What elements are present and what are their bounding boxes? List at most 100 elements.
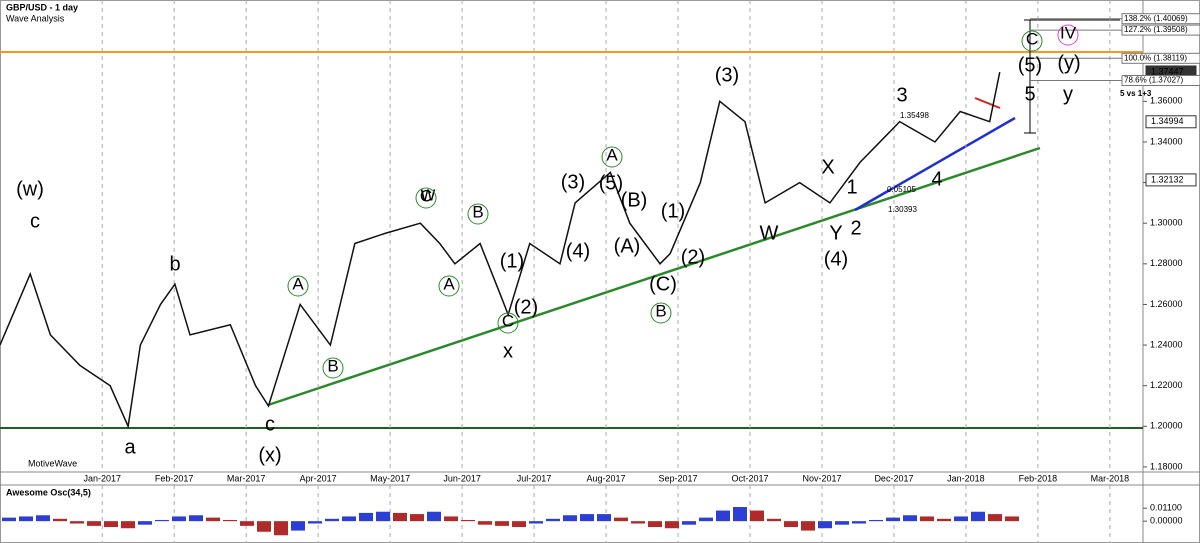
note: 5 vs 1+3 <box>1120 89 1152 98</box>
osc-bar <box>512 521 526 528</box>
osc-bar <box>716 510 730 522</box>
wave-label: A <box>443 274 455 293</box>
x-tick-label: Feb-2017 <box>155 473 194 483</box>
price-marker-label: 1.37447 <box>1151 66 1184 76</box>
wave-label: W <box>760 222 779 244</box>
osc-bar <box>733 507 747 522</box>
wave-label: (2) <box>514 296 538 318</box>
wave-circle <box>497 312 519 334</box>
wave-label: B <box>472 202 483 221</box>
fib-box <box>1121 24 1200 36</box>
osc-bar <box>699 517 713 522</box>
x-tick-label: Apr-2017 <box>300 473 337 483</box>
osc-bar <box>682 521 696 525</box>
x-tick-label: Mar-2017 <box>227 473 266 483</box>
price-marker-label: 1.32132 <box>1151 174 1184 184</box>
osc-bar <box>852 521 866 524</box>
fib-box <box>1121 13 1200 25</box>
x-tick-label: Nov-2017 <box>802 473 841 483</box>
fib-label: 138.2% (1.40069) <box>1124 14 1188 23</box>
wave-label: (w) <box>16 178 44 200</box>
wave-label: (B) <box>621 189 648 211</box>
wave-label: (3) <box>561 171 585 193</box>
y-tick-label: 0.01100 <box>1150 503 1182 513</box>
wave-label: (3) <box>715 64 739 86</box>
osc-bar <box>461 519 475 522</box>
price-marker <box>1145 115 1197 129</box>
osc-bar <box>767 518 781 522</box>
wave-label: (A) <box>614 235 641 257</box>
osc-bar <box>2 517 16 522</box>
osc-bar <box>597 514 611 522</box>
wave-label: (1) <box>500 250 524 272</box>
osc-bar <box>155 519 169 522</box>
price-line <box>0 71 1001 429</box>
fib-label: 78.6% (1.37027) <box>1124 76 1183 85</box>
wave-circle <box>1057 24 1079 46</box>
wave-label: (C) <box>649 273 677 295</box>
chart-title: GBP/USD - 1 day <box>6 2 78 12</box>
y-tick-label: 1.24000 <box>1150 339 1183 349</box>
trend-line <box>974 97 1001 109</box>
osc-bar <box>206 517 220 522</box>
wave-label: B <box>655 301 666 320</box>
x-tick-label: Aug-2017 <box>587 473 626 483</box>
osc-bar <box>750 510 764 522</box>
wave-circle <box>322 357 344 379</box>
osc-bar <box>172 516 186 522</box>
wave-label: A <box>292 274 304 293</box>
osc-bar <box>121 521 135 529</box>
osc-bar <box>359 512 373 522</box>
wave-label: c <box>30 210 40 232</box>
wave-label: x <box>503 340 513 362</box>
wave-label: (4) <box>824 248 848 270</box>
wave-label: (4) <box>566 240 590 262</box>
x-tick-label: May-2017 <box>370 473 410 483</box>
osc-bar <box>342 516 356 522</box>
osc-bar <box>988 514 1002 522</box>
osc-bar <box>189 515 203 522</box>
osc-bar <box>393 512 407 522</box>
x-tick-label: Jun-2017 <box>443 473 481 483</box>
wave-circle <box>287 275 309 297</box>
wave-label: B <box>327 356 338 375</box>
wave-label: 3 <box>896 84 907 106</box>
note: 0.05105 <box>887 185 916 194</box>
osc-bar <box>427 511 441 522</box>
osc-bar <box>869 519 883 522</box>
osc-bar <box>223 519 237 522</box>
y-tick-label: 1.36000 <box>1150 96 1183 106</box>
osc-bar <box>19 516 33 522</box>
x-tick-label: Dec-2017 <box>874 473 913 483</box>
wave-label: 2 <box>850 217 861 239</box>
y-tick-label: 1.22000 <box>1150 380 1183 390</box>
wave-label: (5) <box>599 172 623 194</box>
osc-bar <box>784 521 798 528</box>
osc-bar <box>954 516 968 522</box>
osc-bar <box>631 521 645 524</box>
osc-bar <box>580 514 594 522</box>
osc-bar <box>886 517 900 522</box>
osc-bar <box>495 521 509 526</box>
wave-label: (1) <box>661 200 685 222</box>
y-tick-label: 1.34000 <box>1150 136 1183 146</box>
wave-circle <box>438 275 460 297</box>
osc-bar <box>376 511 390 522</box>
osc-bar <box>444 516 458 522</box>
fib-label: 100.0% (1.38119) <box>1124 53 1187 62</box>
fib-label: 127.2% (1.39508) <box>1124 25 1188 34</box>
osc-bar <box>257 521 271 532</box>
wave-label: (2) <box>681 246 705 268</box>
wave-label: c <box>265 413 275 435</box>
osc-bar <box>563 515 577 522</box>
wave-label: C <box>420 186 432 205</box>
osc-bar <box>903 515 917 522</box>
osc-bar <box>36 515 50 522</box>
osc-bar <box>835 521 849 525</box>
osc-bar <box>529 521 543 524</box>
osc-bar <box>648 521 662 528</box>
osc-bar <box>801 521 815 531</box>
x-tick-label: Jan-2017 <box>83 473 121 483</box>
wave-label: X <box>821 156 834 178</box>
